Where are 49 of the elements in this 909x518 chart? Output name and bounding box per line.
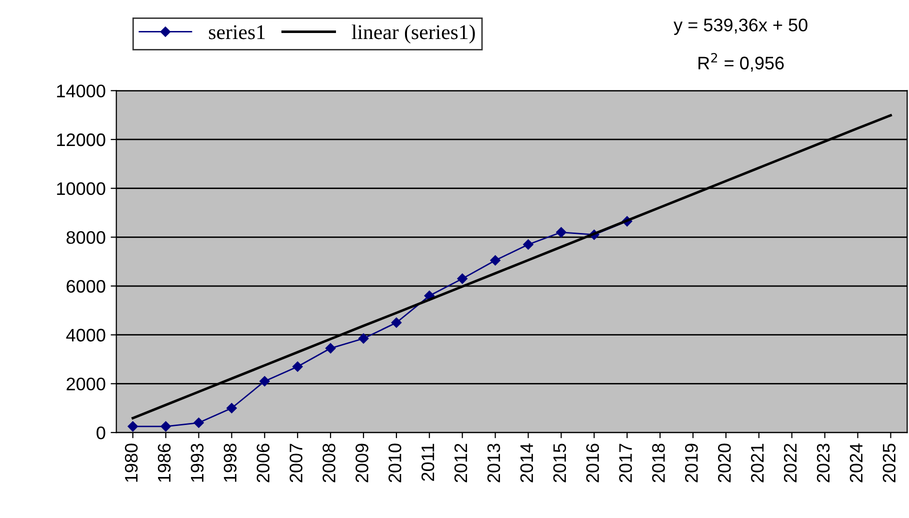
y-tick-label: 6000 [66, 280, 106, 293]
x-tick-label: 2006 [256, 444, 270, 482]
x-tick-label: 2024 [850, 443, 863, 482]
point [260, 376, 270, 386]
point [556, 227, 566, 238]
x-tick-label: 2009 [356, 444, 368, 482]
x-tick-label: 2010 [388, 444, 402, 482]
x-tick-label: 2012 [454, 444, 468, 482]
point [226, 402, 237, 414]
x-tick-label: 2008 [322, 444, 336, 482]
x-tick-label: 1980 [124, 444, 138, 482]
y-tick-label: 12000 [57, 133, 106, 146]
point [391, 318, 402, 328]
x-tick-label: 2019 [685, 444, 698, 482]
x-tick-label: 2018 [652, 444, 665, 482]
x-tick-label: 2025 [882, 444, 896, 482]
point [358, 333, 369, 344]
x-tick-label: 1993 [190, 444, 204, 482]
point [523, 239, 534, 250]
x-tick-label: 2017 [619, 444, 632, 482]
y-tick-label: 2000 [66, 378, 106, 390]
text: y = 539,36x + 50 [674, 18, 808, 35]
legend-label: series1 [208, 25, 265, 40]
x-tick-label: 2014 [520, 443, 534, 482]
y-tick-label: 4000 [66, 328, 106, 342]
point [160, 421, 171, 432]
x-tick-label: 1998 [224, 444, 237, 482]
text: R$^{2}$ = 0,956 [698, 52, 784, 72]
x-tick-label: 2022 [784, 444, 797, 482]
point [457, 274, 468, 284]
point [128, 421, 138, 432]
point [292, 361, 303, 372]
y-tick-label: 0 [96, 426, 106, 440]
x-tick-label: 2016 [586, 444, 599, 482]
x-tick-label: 2015 [553, 444, 566, 482]
x-tick-label: 2013 [487, 444, 500, 482]
y-tick-label: 10000 [57, 182, 106, 196]
y-tick-label: 14000 [57, 84, 106, 98]
point [325, 343, 336, 354]
x-tick-label: 2011 [421, 444, 434, 481]
point [194, 418, 204, 428]
x-tick-label: 2021 [750, 444, 764, 482]
x-tick-label: 1986 [158, 444, 171, 482]
legend-label: linear (series1) [352, 24, 475, 44]
x-tick-label: 2020 [718, 444, 731, 482]
y-tick-label: 8000 [66, 231, 106, 244]
point [490, 255, 500, 266]
x-tick-label: 2023 [816, 444, 830, 482]
x-tick-label: 2007 [290, 444, 302, 482]
